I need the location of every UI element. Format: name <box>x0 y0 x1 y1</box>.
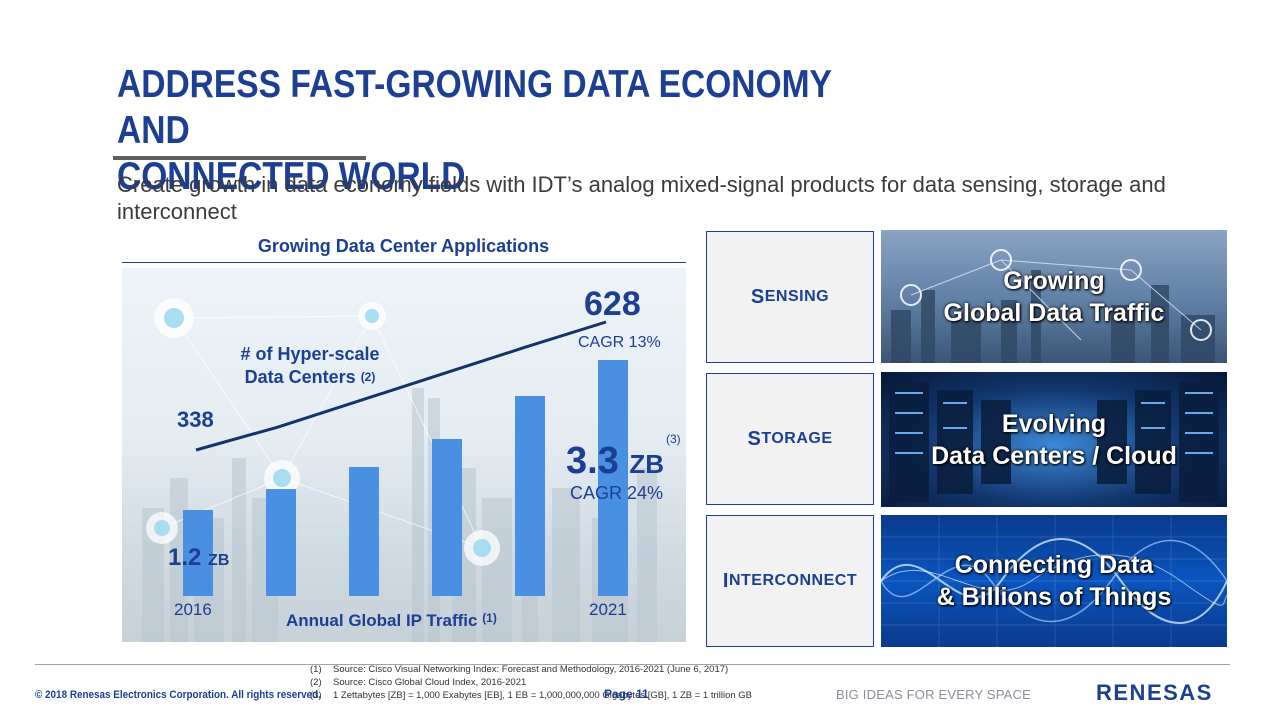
image-connecting-things-caption: Connecting Data & Billions of Things <box>881 515 1227 647</box>
source-footnotes: (1) Source: Cisco Visual Networking Index… <box>310 663 752 702</box>
caption-line-2: Global Data Traffic <box>943 298 1165 327</box>
footnote-2: (2) Source: Cisco Global Cloud Index, 201… <box>310 676 752 689</box>
chart-panel-title: Growing Data Center Applications <box>257 236 550 256</box>
line-label-line-1: # of Hyper-scale <box>240 344 380 364</box>
line-label: # of Hyper-scale Data Centers (2) <box>225 343 395 389</box>
first-bar-value: 1.2 ZB <box>168 544 229 572</box>
line-start-value: 338 <box>177 407 214 432</box>
bar-axis-label-text: Annual Global IP Traffic <box>286 611 478 630</box>
traffic-bar-2020 <box>515 395 545 596</box>
line-label-footnote: (2) <box>360 370 376 384</box>
last-bar-value: 3.3 ZB <box>566 440 664 483</box>
logo-text: RENESAS <box>1096 681 1213 703</box>
traffic-bar-2019 <box>432 438 462 596</box>
first-bar-number: 1.2 <box>168 544 202 571</box>
category-interconnect-rest: nterconnect <box>728 572 858 589</box>
category-sensing: Sensing <box>706 231 874 363</box>
footnote-number: (1) <box>310 664 322 675</box>
last-bar-number: 3.3 <box>566 440 619 482</box>
image-data-centers-caption: Evolving Data Centers / Cloud <box>881 372 1227 507</box>
title-underline <box>113 156 366 160</box>
renesas-logo: RENESAS <box>1096 681 1213 703</box>
copyright: © 2018 Renesas Electronics Corporation. … <box>35 689 321 701</box>
footer-rule <box>35 664 1230 665</box>
category-sensing-rest: ensing <box>764 288 830 305</box>
caption-line-1: Evolving <box>1001 409 1107 438</box>
caption-line-2: & Billions of Things <box>936 583 1172 611</box>
image-global-data-traffic: Growing Global Data Traffic <box>881 230 1227 363</box>
page-number: Page 11 <box>604 687 649 701</box>
slide-subtitle: Create growth in data economy fields wit… <box>117 172 1166 224</box>
city-skyline-graphic <box>142 298 657 642</box>
title-line-1: Address Fast-Growing Data Economy and <box>117 63 832 152</box>
footnote-number: (2) <box>310 677 322 688</box>
footnote-text: 1 Zettabytes [ZB] = 1,000 Exabytes [EB],… <box>333 690 753 701</box>
category-storage-initial: S <box>747 427 762 450</box>
line-label-line-2: Data Centers <box>244 367 356 387</box>
title-line-2: Connected World <box>117 155 466 198</box>
bar-cagr: CAGR 24% <box>570 483 664 503</box>
image-data-centers: Evolving Data Centers / Cloud <box>881 372 1227 507</box>
footnote-number: (3) <box>310 690 322 701</box>
tagline: BIG IDEAS FOR EVERY SPACE <box>836 687 1032 702</box>
footnote-1: (1) Source: Cisco Visual Networking Index… <box>310 663 752 676</box>
year-end-label: 2021 <box>589 600 627 619</box>
city-network-graphic <box>891 249 1215 363</box>
footnote-3: (3) 1 Zettabytes [ZB] = 1,000 Exabytes [E… <box>310 689 752 702</box>
caption-line-1: Growing <box>1003 266 1105 295</box>
line-end-value: 628 <box>584 285 641 323</box>
server-rack-graphic <box>889 382 1219 502</box>
category-storage: Storage <box>706 373 874 505</box>
category-interconnect: Interconnect <box>706 515 874 647</box>
caption-line-2: Data Centers / Cloud <box>931 441 1177 470</box>
last-bar-footnote: (3) <box>666 432 681 446</box>
footnote-text: Source: Cisco Visual Networking Index: F… <box>333 664 729 675</box>
last-bar-unit: ZB <box>629 449 665 479</box>
bar-axis-footnote: (1) <box>482 611 497 625</box>
year-start-label: 2016 <box>174 600 212 619</box>
bar-axis-label: Annual Global IP Traffic (1) <box>286 611 497 631</box>
image-global-data-traffic-caption: Growing Global Data Traffic <box>881 230 1227 363</box>
category-sensing-initial: S <box>750 285 765 308</box>
traffic-bar-2016 <box>183 510 213 596</box>
footnote-text: Source: Cisco Global Cloud Index, 2016-2… <box>333 677 527 688</box>
image-connecting-things: Connecting Data & Billions of Things <box>881 515 1227 647</box>
first-bar-unit: ZB <box>208 552 230 569</box>
line-cagr: CAGR 13% <box>578 334 661 351</box>
traffic-bar-2017 <box>266 488 296 596</box>
chart-panel-rule <box>122 262 686 263</box>
wave-signal-graphic <box>881 515 1227 647</box>
slide-title: Address Fast-Growing Data Economy and Co… <box>117 62 891 200</box>
traffic-bar-2018 <box>349 467 379 596</box>
caption-line-1: Connecting Data <box>954 551 1154 579</box>
category-storage-rest: torage <box>761 430 833 447</box>
category-interconnect-initial: I <box>722 569 729 592</box>
